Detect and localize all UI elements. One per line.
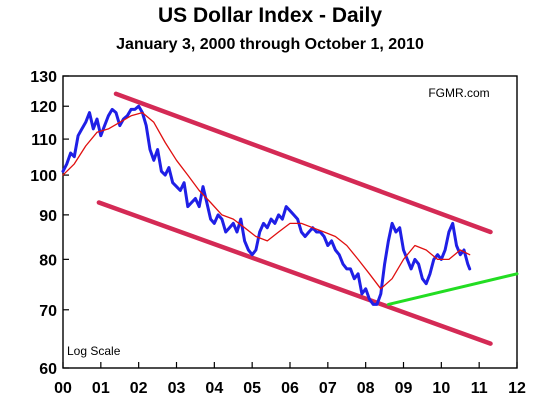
y-tick-label: 100: [30, 168, 57, 185]
x-tick-label: 04: [205, 380, 223, 397]
x-tick-label: 12: [508, 380, 526, 397]
y-tick-label: 120: [30, 99, 57, 116]
series-layer: [61, 91, 519, 346]
x-axis: 00 01 02 03 04 05 06 07 08 09 10 11 12: [54, 362, 526, 397]
support-line: [386, 272, 519, 306]
source-label: FGMR.com: [428, 86, 489, 100]
x-tick-label: 05: [243, 380, 261, 397]
x-tick-label: 07: [319, 380, 337, 397]
x-tick-label: 03: [168, 380, 186, 397]
lower-channel-line: [96, 200, 493, 346]
x-tick-label: 08: [357, 380, 375, 397]
y-tick-label: 60: [39, 361, 57, 378]
x-tick-label: 06: [281, 380, 299, 397]
scale-label: Log Scale: [67, 344, 121, 358]
upper-channel-line: [113, 91, 493, 235]
chart-subtitle: January 3, 2000 through October 1, 2010: [116, 36, 424, 53]
moving-average-line: [62, 111, 471, 290]
x-tick-label: 11: [471, 380, 488, 397]
x-tick-label: 00: [54, 380, 72, 397]
y-tick-label: 70: [39, 303, 57, 320]
plot-frame: [62, 75, 518, 369]
x-tick-label: 09: [395, 380, 413, 397]
chart-title: US Dollar Index - Daily: [157, 4, 383, 27]
x-tick-label: 10: [432, 380, 450, 397]
y-tick-label: 80: [39, 252, 57, 269]
index-line: [61, 104, 472, 306]
y-tick-label: 110: [31, 132, 57, 149]
y-axis: 60 70 80 90 100 110 120 130: [30, 69, 69, 378]
y-tick-label: 90: [39, 208, 57, 225]
x-tick-label: 01: [92, 380, 110, 397]
y-tick-label: 130: [30, 69, 57, 86]
x-tick-label: 02: [130, 380, 148, 397]
